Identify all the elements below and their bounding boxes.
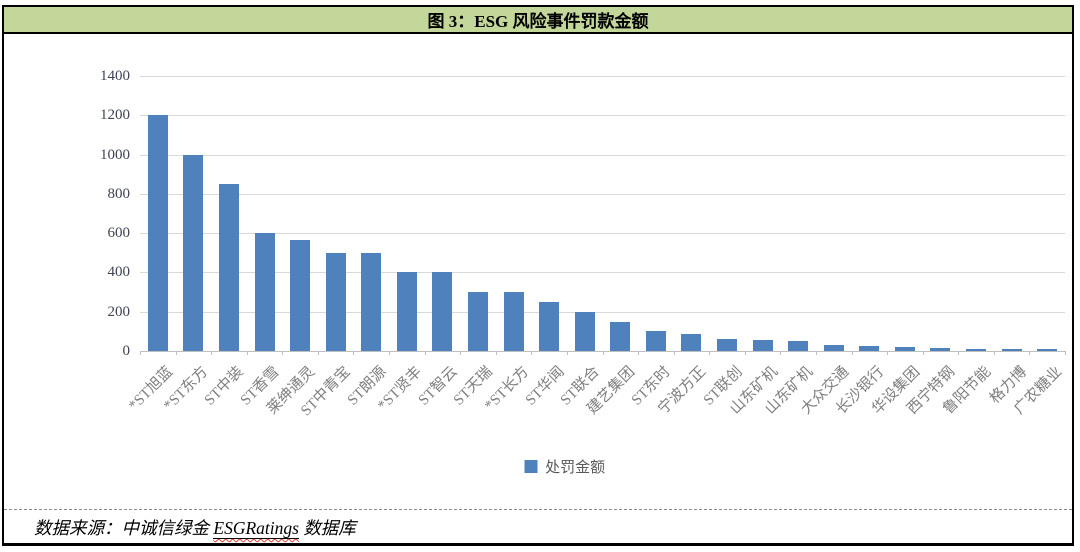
- gridline: [140, 311, 1065, 313]
- bar: [290, 240, 311, 351]
- x-axis-tick: [780, 351, 782, 355]
- x-axis-category-label: ST中装: [202, 363, 248, 409]
- y-axis-tick-label: 1000: [100, 146, 130, 163]
- bar: [325, 252, 346, 351]
- gridline: [140, 154, 1065, 156]
- x-axis-tick: [744, 351, 746, 355]
- y-axis-tick-label: 0: [122, 343, 131, 359]
- gridline: [140, 272, 1065, 274]
- x-axis-tick: [887, 351, 889, 355]
- legend-square-icon: [524, 460, 538, 473]
- data-source-note: 数据来源：中诚信绿金 ESGRatings 数据库: [4, 509, 1072, 543]
- x-axis-category-label: ST华闻: [522, 363, 568, 409]
- x-axis-tick: [495, 351, 497, 355]
- bar: [467, 292, 488, 351]
- x-axis-tick: [851, 351, 853, 355]
- footer-row: 数据来源：中诚信绿金 ESGRatings 数据库: [4, 509, 1072, 543]
- x-axis-tick: [815, 351, 817, 355]
- chart-legend: 处罚金额: [524, 456, 605, 477]
- bar: [859, 346, 880, 351]
- x-axis-tick: [424, 351, 426, 355]
- legend-label: 处罚金额: [545, 460, 606, 476]
- x-axis-tick: [531, 351, 533, 355]
- figure-title: 图 3：ESG 风险事件罚款金额: [427, 12, 649, 31]
- x-axis-tick: [1065, 351, 1066, 355]
- x-axis-tick: [389, 351, 391, 355]
- x-axis-tick: [993, 351, 995, 355]
- x-axis-tick: [1029, 351, 1031, 355]
- x-axis-tick: [246, 351, 248, 355]
- bar: [147, 115, 168, 351]
- x-axis-tick: [282, 351, 284, 355]
- x-axis-tick: [673, 351, 675, 355]
- x-axis-tick: [211, 351, 213, 355]
- data-source-prefix: 数据来源：中诚信绿金: [34, 518, 214, 538]
- bar: [966, 349, 987, 351]
- bar: [610, 321, 631, 351]
- y-axis-tick-label: 1200: [100, 107, 130, 124]
- figure-title-band: 图 3：ESG 风险事件罚款金额: [4, 7, 1072, 34]
- bar: [183, 154, 204, 351]
- x-axis-tick: [140, 351, 141, 355]
- x-axis-tick: [958, 351, 960, 355]
- x-axis-tick: [566, 351, 568, 355]
- y-axis-tick-label: 800: [107, 185, 131, 202]
- bar: [218, 184, 239, 351]
- bar: [361, 252, 382, 351]
- bar: [645, 331, 666, 351]
- gridline: [140, 76, 1065, 77]
- bar: [894, 347, 915, 351]
- gridline: [140, 115, 1065, 117]
- bar: [396, 272, 417, 351]
- y-axis-tick-label: 600: [107, 225, 131, 242]
- gridline: [140, 233, 1065, 235]
- x-axis-tick: [460, 351, 462, 355]
- y-axis-tick-label: 200: [107, 303, 131, 320]
- bar: [788, 341, 809, 351]
- data-source-highlight: ESGRatings: [213, 518, 299, 539]
- bar: [574, 311, 595, 351]
- bar: [717, 339, 738, 351]
- bar: [1001, 349, 1022, 351]
- y-axis-tick-label: 400: [107, 264, 131, 281]
- bar: [1037, 349, 1058, 351]
- bar-chart: 0 200 400 600 800 1000 1200 1400 *ST旭蓝 *ST东方 ST中装 S…: [4, 34, 1072, 510]
- bar: [752, 340, 773, 351]
- x-axis-tick: [922, 351, 924, 355]
- bar: [823, 345, 844, 351]
- x-axis-category-label: ST智云: [415, 363, 461, 409]
- y-axis-tick-label: 1400: [100, 68, 130, 84]
- data-source-suffix: 数据库: [298, 518, 356, 538]
- x-axis-tick: [353, 351, 355, 355]
- x-axis-tick: [602, 351, 604, 355]
- bar: [503, 292, 524, 351]
- x-axis-tick: [638, 351, 640, 355]
- bar: [681, 334, 702, 351]
- figure-frame: 图 3：ESG 风险事件罚款金额 0 200 400 600 800 1000 1200 14…: [2, 5, 1074, 546]
- bar: [432, 272, 453, 351]
- gridline: [140, 193, 1065, 195]
- bar: [539, 301, 560, 351]
- bar: [254, 233, 275, 351]
- x-axis-tick: [317, 351, 319, 355]
- x-axis-tick: [709, 351, 711, 355]
- bar: [930, 348, 951, 351]
- x-axis-tick: [175, 351, 177, 355]
